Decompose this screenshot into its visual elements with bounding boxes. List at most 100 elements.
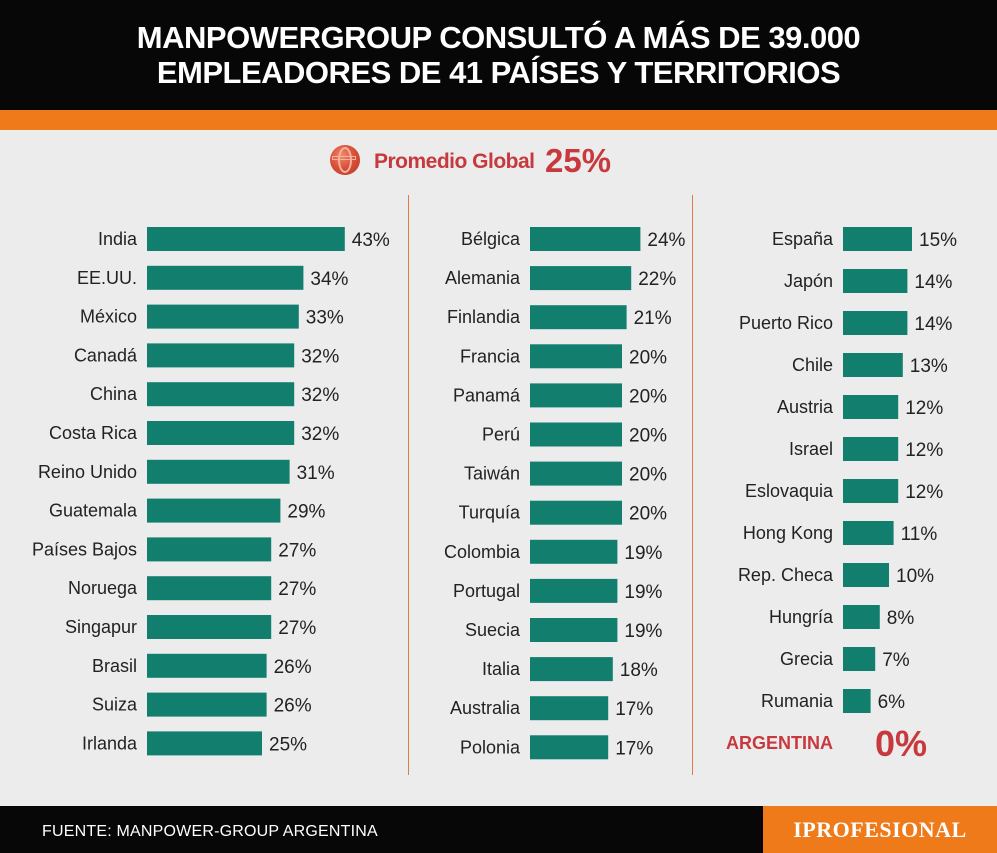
category-label-hungria: Hungría [769, 607, 834, 627]
category-label-espana: España [772, 229, 834, 249]
value-label-canada: 32% [301, 346, 339, 367]
value-label-rumania: 6% [878, 692, 906, 713]
category-label-rep-checa: Rep. Checa [738, 565, 834, 585]
value-label-singapur: 27% [278, 618, 316, 639]
value-label-reino-unido: 31% [297, 463, 335, 484]
value-label-israel: 12% [905, 440, 943, 461]
bar-guatemala [147, 498, 281, 523]
orange-band [0, 110, 997, 130]
category-label-finlandia: Finlandia [447, 307, 521, 327]
bar-italia [530, 657, 613, 682]
bar-chile [843, 353, 903, 377]
global-average-label: Promedio Global [374, 150, 535, 173]
bar-portugal [530, 578, 618, 603]
value-label-peru: 20% [629, 426, 667, 447]
value-label-mexico: 33% [306, 308, 344, 329]
category-label-noruega: Noruega [68, 578, 138, 598]
value-label-paises-bajos: 27% [278, 540, 316, 561]
value-label-finlandia: 21% [634, 308, 672, 329]
bar-hungria [843, 605, 880, 629]
bar-china [147, 382, 295, 407]
category-label-italia: Italia [482, 659, 521, 679]
category-label-polonia: Polonia [460, 737, 521, 757]
header-title-line-1: MANPOWERGROUP CONSULTÓ A MÁS DE 39.000 [136, 20, 861, 55]
bar-india [147, 227, 345, 251]
column-divider-2 [692, 195, 693, 775]
category-label-chile: Chile [792, 355, 833, 375]
value-label-hong-kong: 11% [901, 524, 938, 545]
bar-hong-kong [843, 521, 894, 545]
bar-taiwan [530, 461, 622, 486]
brand-logo: IPROFESIONAL [763, 806, 997, 853]
column-divider-1 [408, 195, 409, 775]
category-label-hong-kong: Hong Kong [743, 523, 833, 543]
bar-israel [843, 437, 899, 461]
bar-irlanda [147, 731, 262, 756]
bar-finlandia [530, 305, 627, 330]
bar-alemania [530, 266, 632, 291]
category-label-guatemala: Guatemala [49, 501, 138, 521]
category-label-irlanda: Irlanda [82, 733, 138, 753]
value-label-china: 32% [301, 385, 339, 406]
bar-espana [843, 227, 912, 251]
value-label-portugal: 19% [624, 582, 662, 603]
category-label-panama: Panamá [453, 385, 521, 405]
global-average-value: 25% [545, 142, 612, 179]
category-label-argentina: ARGENTINA [726, 733, 833, 753]
category-label-canada: Canadá [74, 345, 138, 365]
value-label-austria: 12% [905, 398, 943, 419]
category-label-colombia: Colombia [444, 542, 521, 562]
bar-chart: India 43% EE.UU. 34% México 33% Canadá 32% China… [32, 227, 957, 764]
value-label-taiwan: 20% [629, 465, 667, 486]
value-label-italia: 18% [620, 660, 658, 681]
category-label-taiwan: Taiwán [464, 464, 520, 484]
category-label-turquia: Turquía [459, 503, 521, 523]
bar-canada [147, 343, 295, 368]
category-label-belgica: Bélgica [461, 229, 521, 249]
bar-suecia [530, 618, 618, 642]
bar-polonia [530, 735, 609, 760]
category-label-suecia: Suecia [465, 620, 521, 640]
category-label-ee-uu: EE.UU. [77, 268, 137, 288]
header-title-line-2: EMPLEADORES DE 41 PAÍSES Y TERRITORIOS [156, 55, 841, 90]
category-label-alemania: Alemania [445, 268, 521, 288]
footer: FUENTE: MANPOWER-GROUP ARGENTINA IPROFES… [0, 806, 997, 853]
category-label-francia: Francia [460, 346, 521, 366]
bar-mexico [147, 304, 299, 329]
value-label-chile: 13% [910, 356, 948, 377]
bar-reino-unido [147, 459, 290, 484]
value-label-noruega: 27% [278, 579, 316, 600]
category-label-austria: Austria [777, 397, 834, 417]
value-label-eslovaquia: 12% [905, 482, 943, 503]
bar-costa-rica [147, 421, 295, 445]
bar-puerto-rico [843, 311, 908, 335]
category-label-grecia: Grecia [780, 649, 834, 669]
value-label-puerto-rico: 14% [914, 314, 952, 335]
bar-noruega [147, 576, 272, 601]
category-label-peru: Perú [482, 425, 520, 445]
header: MANPOWERGROUP CONSULTÓ A MÁS DE 39.000 E… [0, 0, 997, 110]
value-label-colombia: 19% [624, 543, 662, 564]
value-label-suecia: 19% [624, 621, 662, 642]
source-note: FUENTE: MANPOWER-GROUP ARGENTINA [42, 823, 378, 840]
bar-rumania [843, 689, 871, 713]
bar-eslovaquia [843, 479, 899, 503]
bar-paises-bajos [147, 537, 272, 562]
value-label-india: 43% [352, 230, 390, 251]
value-label-brasil: 26% [274, 657, 312, 678]
value-label-espana: 15% [919, 230, 957, 251]
category-label-china: China [90, 384, 138, 404]
category-label-reino-unido: Reino Unido [38, 462, 137, 482]
category-label-israel: Israel [789, 439, 833, 459]
category-label-costa-rica: Costa Rica [49, 423, 138, 443]
bar-grecia [843, 647, 876, 671]
bar-australia [530, 696, 609, 721]
value-label-grecia: 7% [882, 650, 910, 671]
bar-singapur [147, 615, 272, 639]
value-label-panama: 20% [629, 386, 667, 407]
bar-ee-uu [147, 265, 304, 290]
category-label-singapur: Singapur [65, 617, 137, 637]
value-label-guatemala: 29% [287, 502, 325, 523]
bar-japon [843, 269, 908, 293]
category-label-india: India [98, 229, 138, 249]
